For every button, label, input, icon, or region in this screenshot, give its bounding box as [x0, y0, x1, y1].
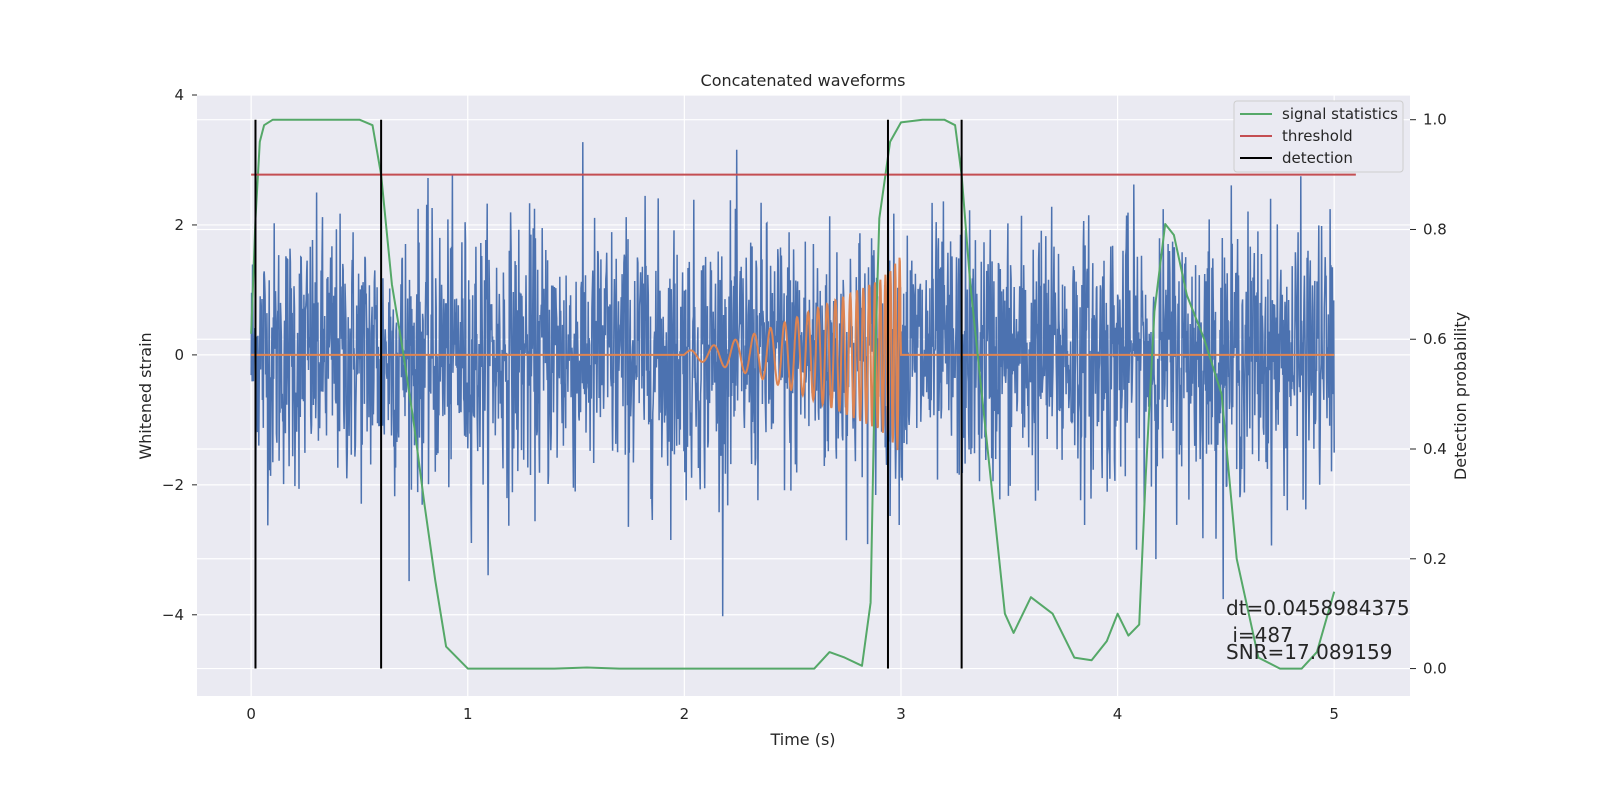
x-axis-label: Time (s) — [769, 730, 835, 749]
y-axis-label-right: Detection probability — [1451, 312, 1470, 480]
legend-label-detection: detection — [1282, 149, 1353, 167]
x-tick-label-5: 5 — [1329, 705, 1339, 723]
y-right-tick-label-5: 1.0 — [1423, 111, 1447, 129]
y-right-tick-label-4: 0.8 — [1423, 220, 1447, 238]
signal-statistics-line — [250, 118, 1336, 670]
y-left-tick-label-0: −4 — [162, 606, 184, 624]
y-axis-label-left: Whitened strain — [136, 332, 155, 459]
y-right-tick-label-2: 0.4 — [1423, 440, 1447, 458]
annotation-index: i=487 — [1226, 623, 1293, 647]
y-right-tick-label-1: 0.2 — [1423, 550, 1447, 568]
signal-statistics-series — [250, 118, 1336, 670]
waveform-series — [251, 257, 1335, 451]
y-right-tick-label-3: 0.6 — [1423, 330, 1447, 348]
x-tick-label-4: 4 — [1113, 705, 1123, 723]
annotation-dt: dt=0.0458984375 — [1226, 596, 1410, 620]
y-right-tick-label-0: 0.0 — [1423, 660, 1447, 678]
tick-labels: 0 1 2 3 4 5 −4 −2 0 2 4 0.0 0.2 0.4 0.6 0.8 1.0 — [162, 86, 1447, 723]
detection-series — [254, 119, 963, 669]
waveform-line — [251, 257, 1335, 451]
chart-title: Concatenated waveforms — [701, 71, 906, 90]
y-left-tick-label-1: −2 — [162, 476, 184, 494]
y-left-tick-label-2: 0 — [174, 346, 184, 364]
x-tick-label-2: 2 — [680, 705, 690, 723]
legend: signal statistics threshold detection — [1233, 100, 1404, 173]
legend-label-threshold: threshold — [1282, 127, 1353, 145]
strain-line — [250, 142, 1335, 617]
annotation-snr: SNR=17.089159 — [1226, 640, 1392, 664]
y-left-tick-label-4: 4 — [174, 86, 184, 104]
x-tick-label-1: 1 — [463, 705, 473, 723]
strain-series — [250, 142, 1335, 617]
legend-label-signal-statistics: signal statistics — [1282, 105, 1398, 123]
y-left-tick-label-3: 2 — [174, 216, 184, 234]
x-tick-label-0: 0 — [246, 705, 256, 723]
annotation-block: dt=0.0458984375 i=487 SNR=17.089159 — [1226, 596, 1410, 664]
legend-box — [1233, 100, 1404, 173]
x-tick-label-3: 3 — [896, 705, 906, 723]
